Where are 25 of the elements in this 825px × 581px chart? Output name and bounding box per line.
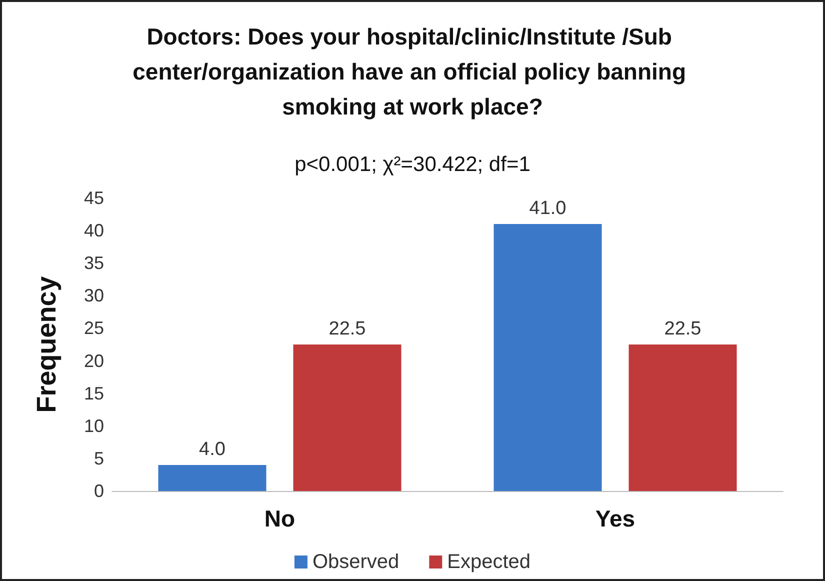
y-tick-label: 5 [94, 448, 104, 468]
bar [628, 344, 737, 491]
y-tick-label: 25 [84, 318, 104, 338]
data-label: 41.0 [529, 198, 566, 220]
legend-label: Expected [447, 551, 531, 573]
data-label: 4.0 [199, 438, 226, 460]
data-label: 22.5 [664, 318, 702, 340]
y-tick-label: 30 [84, 286, 104, 306]
x-tick-label: No [264, 506, 296, 532]
y-axis-title: Frequency [32, 276, 62, 413]
legend-label: Observed [312, 551, 400, 573]
chart-subtitle: p<0.001; χ²=30.422; df=1 [294, 153, 530, 176]
x-tick-label: Yes [595, 506, 636, 532]
data-label: 22.5 [328, 318, 366, 340]
chart-title: Doctors: Does your hospital/clinic/Institute /Sub center/organization have an official policy banning smoking at work place? [132, 24, 692, 120]
bar [494, 224, 602, 491]
y-tick-label: 10 [84, 416, 104, 436]
bar [158, 464, 266, 491]
y-tick-label: 15 [84, 383, 104, 404]
y-tick-label: 0 [94, 481, 104, 501]
y-tick-label: 35 [84, 253, 104, 274]
y-tick-label: 40 [84, 220, 104, 241]
bar [293, 344, 402, 491]
y-tick-label: 45 [84, 188, 104, 208]
y-tick-label: 20 [84, 350, 104, 371]
